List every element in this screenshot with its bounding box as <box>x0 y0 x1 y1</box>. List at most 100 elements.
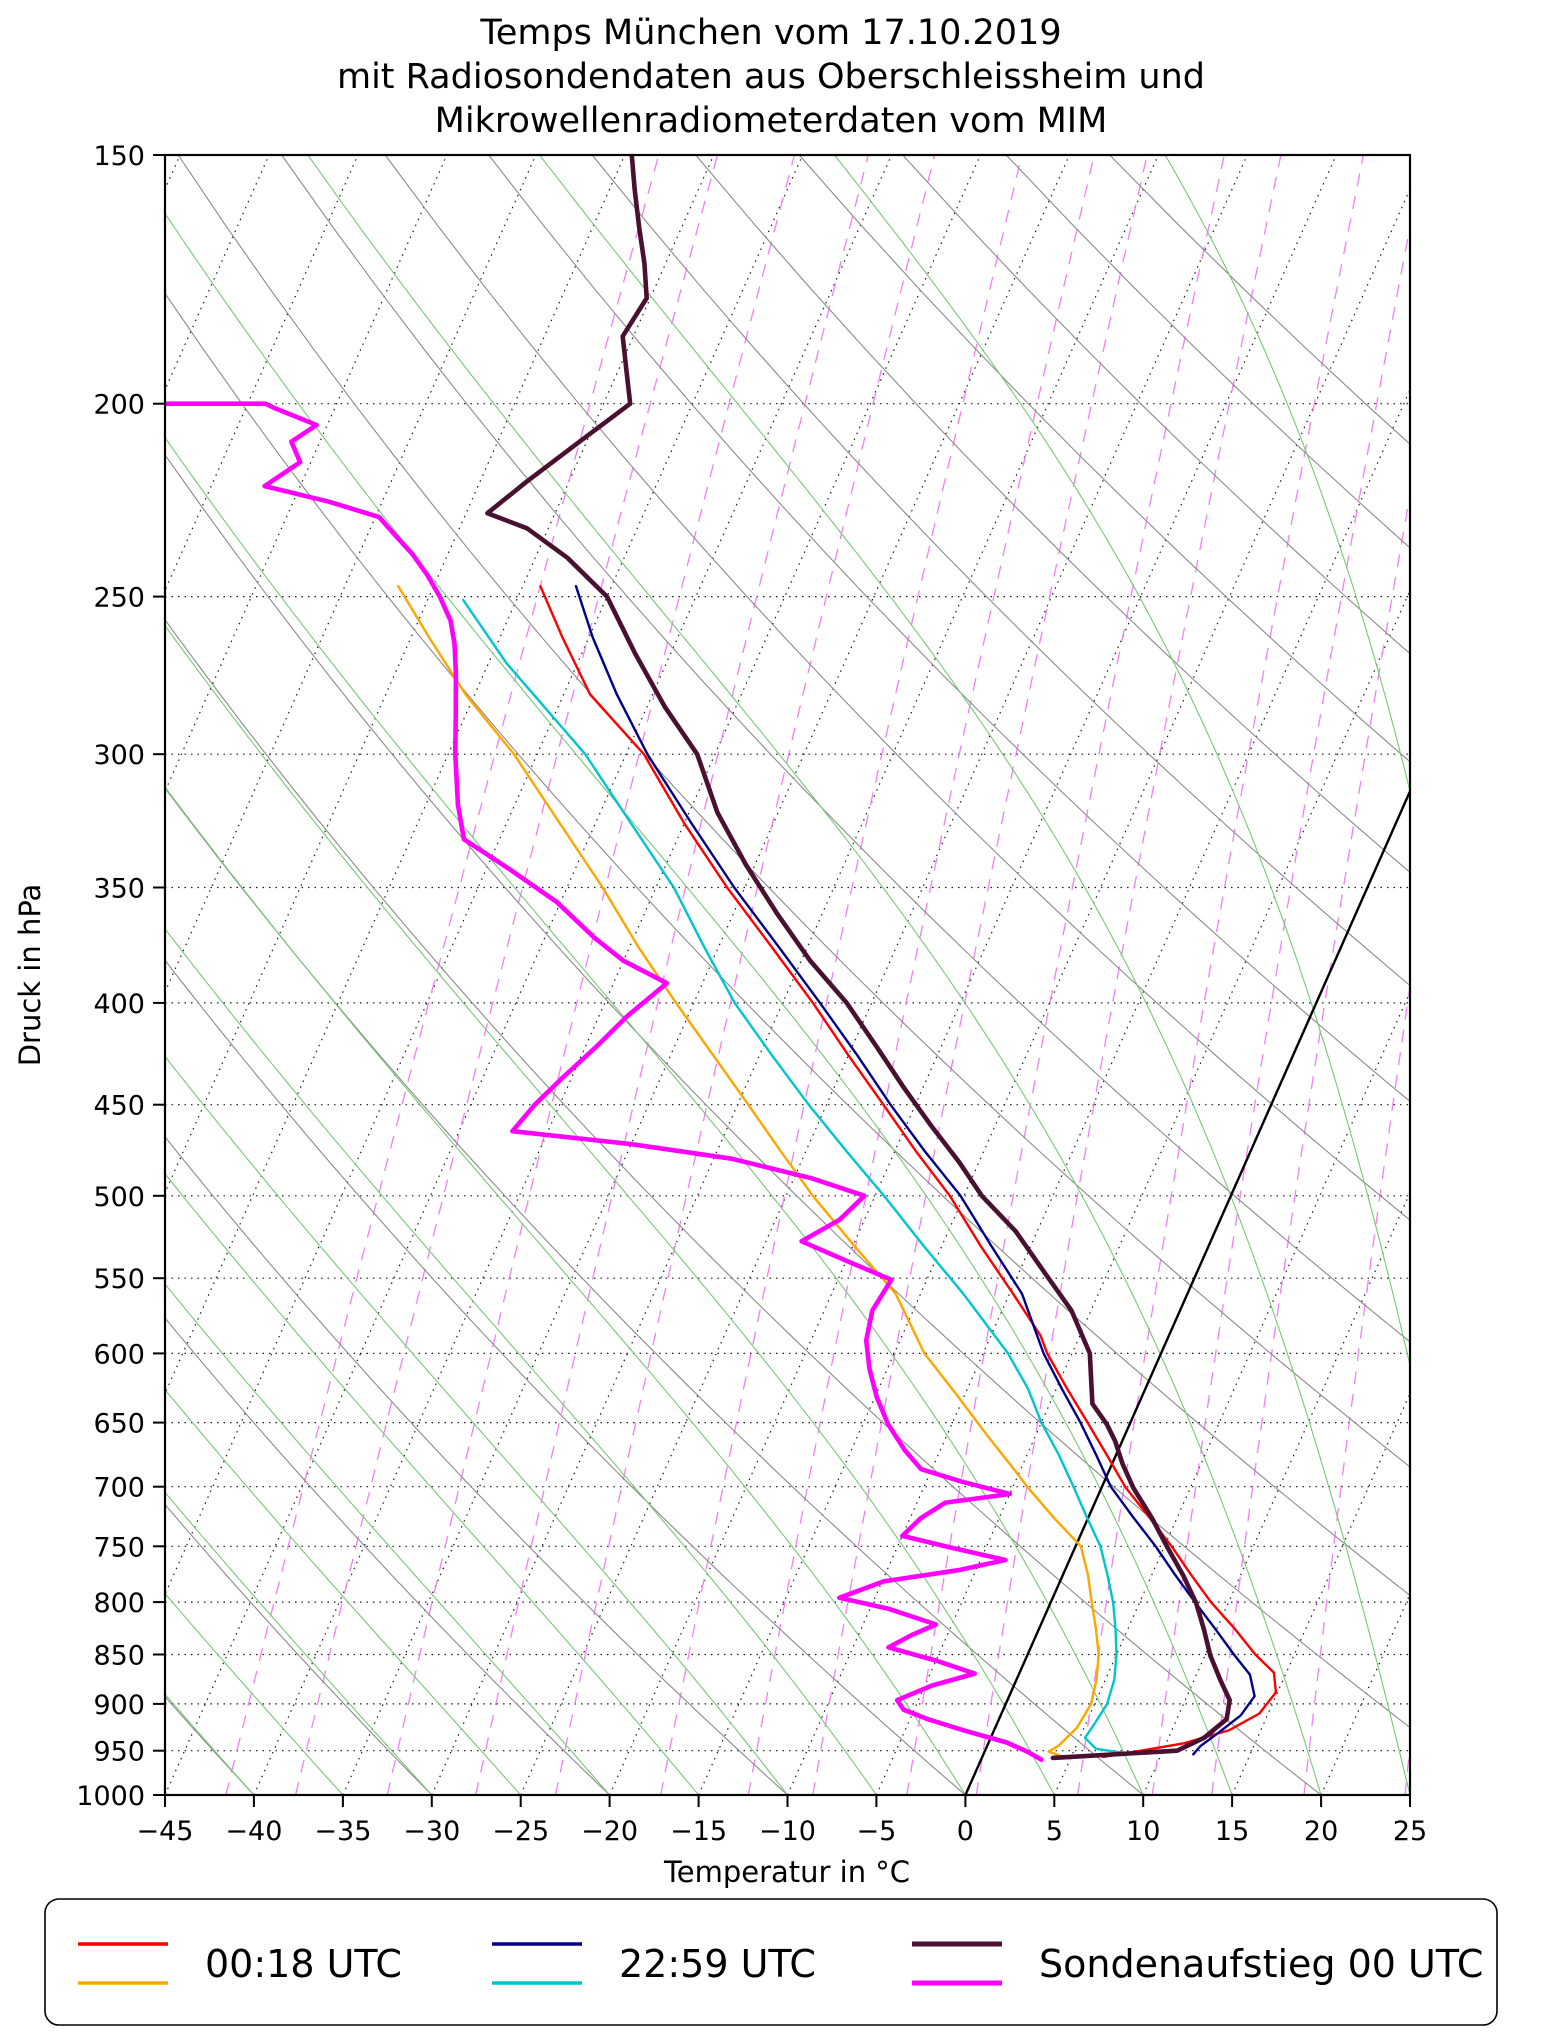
mixing-ratio-line <box>906 155 1225 1795</box>
x-tick-label: −15 <box>670 1816 727 1847</box>
x-axis-label: Temperatur in °C <box>663 1855 910 1889</box>
mixing-ratio-line <box>225 155 660 1795</box>
axis-ticks: −45 −40 −35 −30 −25 −20 −15 −10 −5 0 5 10 15 20 25 150 2… <box>76 141 1427 1847</box>
dry-adiabat-line <box>695 155 1410 874</box>
dry-adiabat-line <box>165 1135 788 1795</box>
mixing-ratio-line <box>554 155 936 1795</box>
y-tick-label: 350 <box>93 874 145 905</box>
chart-title-line2: mit Radiosondendaten aus Oberschleisshei… <box>337 57 1205 97</box>
chart-title-line3: Mikrowellenradiometerdaten vom MIM <box>435 101 1108 141</box>
y-tick-label: 400 <box>93 989 145 1020</box>
mixing-ratio-line <box>386 155 796 1795</box>
isotherm-line <box>786 388 1410 1795</box>
sounding-curves <box>165 155 1278 1762</box>
moist-adiabat-line <box>1164 155 1410 794</box>
x-tick-label: 25 <box>1393 1816 1427 1847</box>
y-tick-label: 500 <box>93 1182 145 1213</box>
y-tick-label: 450 <box>93 1091 145 1122</box>
x-tick-label: −30 <box>403 1816 460 1847</box>
y-tick-label: 150 <box>93 141 145 172</box>
mixing-ratio-line <box>812 155 1148 1795</box>
isotherm-line <box>165 155 537 994</box>
legend-label-sonde: Sondenaufstieg 00 UTC <box>1039 1942 1483 1986</box>
moist-adiabat-line <box>165 1055 788 1795</box>
y-tick-label: 600 <box>93 1339 145 1370</box>
series-dew-0018-utc <box>397 585 1100 1759</box>
mixing-ratio-line <box>975 155 1282 1795</box>
x-tick-label: −5 <box>856 1816 896 1847</box>
legend-box <box>44 1898 1498 2026</box>
moist-adiabat-line <box>539 155 1410 1795</box>
legend-label-0018: 00:18 UTC <box>205 1942 402 1986</box>
series-temp-2259-utc <box>574 585 1256 1756</box>
moist-adiabat-line <box>165 212 1233 1795</box>
dry-adiabat-line <box>488 155 1410 1103</box>
isotherm-line <box>165 155 448 793</box>
dry-adiabat-line <box>165 453 1410 1729</box>
isotherm-line <box>431 155 1159 1795</box>
dry-adiabat-line <box>902 155 1410 655</box>
isotherm-line <box>1053 990 1410 1795</box>
mixing-ratio-line <box>1404 1739 1410 1795</box>
y-tick-label: 850 <box>93 1641 145 1672</box>
moist-adiabat-line <box>165 436 1144 1795</box>
dry-adiabat-line <box>384 155 1410 1221</box>
y-axis-label: Druck in hPa <box>13 884 47 1067</box>
zero-isotherm-line <box>964 788 1410 1795</box>
x-tick-label: 0 <box>957 1816 974 1847</box>
mixing-ratio-line <box>747 155 1095 1795</box>
isotherm-line <box>1231 1391 1410 1795</box>
y-tick-label: 550 <box>93 1264 145 1295</box>
mixing-ratio-line <box>1303 982 1410 1795</box>
dry-adiabat-line <box>165 787 1144 1795</box>
isotherm-line <box>1409 1793 1410 1795</box>
dry-adiabat-line <box>165 618 1322 1795</box>
mixing-ratio-line <box>294 155 719 1795</box>
series-sonde-dew-00utc <box>165 401 1044 1762</box>
moist-adiabat-line <box>165 927 877 1795</box>
moist-adiabat-line <box>165 1592 344 1795</box>
mixing-ratio-line <box>475 155 869 1795</box>
isotherm-line <box>698 187 1410 1795</box>
x-tick-label: 20 <box>1304 1816 1338 1847</box>
x-tick-label: −40 <box>225 1816 282 1847</box>
dry-adiabat-line <box>165 1503 433 1795</box>
moist-adiabat-line <box>307 155 1322 1795</box>
moist-adiabat-line <box>165 786 966 1795</box>
background-grid <box>165 155 1410 1795</box>
dry-adiabat-line <box>1005 155 1410 549</box>
moist-adiabat-line <box>165 1491 433 1795</box>
moist-adiabat-line <box>165 624 1055 1795</box>
dry-adiabat-line <box>591 155 1410 987</box>
isotherm-line <box>1142 1191 1410 1795</box>
x-tick-label: −25 <box>492 1816 549 1847</box>
x-tick-label: −10 <box>759 1816 816 1847</box>
legend: 00:18 UTC 22:59 UTC Sondenaufstieg 00 UT… <box>44 1898 1498 2026</box>
dry-adiabat-line <box>165 292 1410 1597</box>
dry-adiabat-line <box>165 959 966 1795</box>
chart-title-line1: Temps München vom 17.10.2019 <box>479 13 1061 53</box>
isotherm-line <box>253 155 981 1795</box>
y-tick-label: 700 <box>93 1473 145 1504</box>
dry-adiabat-line <box>798 155 1410 763</box>
x-tick-label: −20 <box>581 1816 638 1847</box>
isotherm-line <box>1320 1592 1410 1795</box>
moist-adiabat-line <box>165 1388 522 1795</box>
y-tick-label: 900 <box>93 1690 145 1721</box>
dry-adiabat-line <box>165 1317 610 1795</box>
y-tick-label: 1000 <box>76 1781 145 1812</box>
isotherm-line <box>165 155 893 1795</box>
moist-adiabat-line <box>165 1172 700 1795</box>
series-sonde-temp-00utc <box>485 155 1232 1761</box>
series-dew-2259-utc <box>462 598 1134 1756</box>
y-tick-label: 250 <box>93 583 145 614</box>
isotherm-line <box>964 789 1410 1795</box>
series-temp-0018-utc <box>539 585 1278 1759</box>
moist-adiabat-line <box>165 1283 611 1795</box>
y-tick-label: 200 <box>93 390 145 421</box>
dry-adiabat-line <box>281 155 1410 1343</box>
x-tick-label: −35 <box>314 1816 371 1847</box>
isotherm-line <box>165 155 359 592</box>
moist-adiabat-line <box>834 155 1410 1368</box>
